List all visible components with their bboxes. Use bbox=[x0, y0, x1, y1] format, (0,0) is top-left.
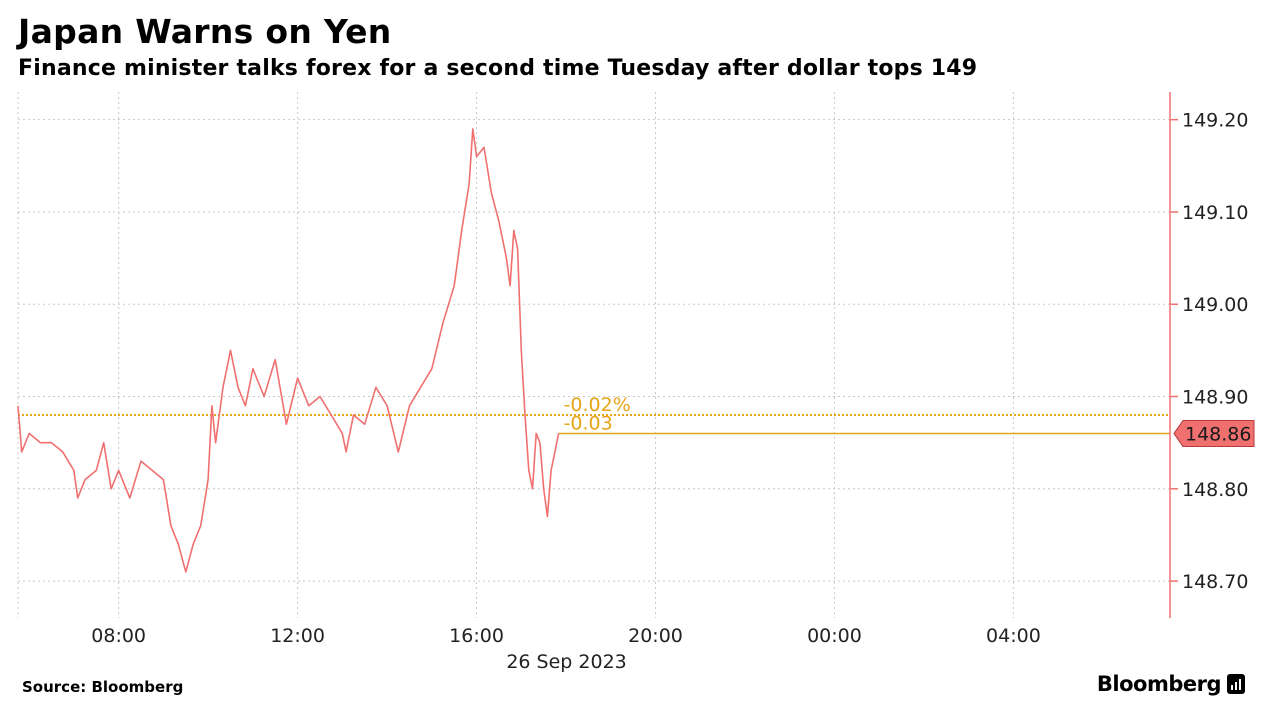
last-value-tag bbox=[1173, 419, 1255, 447]
chart-title: Japan Warns on Yen bbox=[18, 12, 392, 51]
x-tick-label: 20:00 bbox=[628, 625, 683, 647]
brand-name: Bloomberg bbox=[1096, 672, 1222, 696]
chart-subtitle: Finance minister talks forex for a secon… bbox=[18, 56, 978, 81]
y-tick-label: 149.20 bbox=[1182, 110, 1248, 132]
x-tick-label: 12:00 bbox=[270, 625, 325, 647]
terminal-icon bbox=[1227, 674, 1245, 694]
y-tick-label: 149.10 bbox=[1182, 202, 1248, 224]
labels: 148.70 148.80 148.90 149.00 149.10 149.20 08:0… bbox=[91, 110, 1255, 673]
x-tick-label: 04:00 bbox=[986, 625, 1041, 647]
grid-lines bbox=[17, 92, 1170, 618]
change-abs-label: -0.03 bbox=[564, 412, 613, 434]
y-tick-label: 148.90 bbox=[1182, 387, 1248, 409]
series-layer bbox=[17, 128, 560, 573]
change-pct-label: -0.02% bbox=[564, 394, 631, 416]
x-tick-label: 00:00 bbox=[807, 625, 862, 647]
series-line bbox=[17, 128, 560, 573]
y-tick-label: 149.00 bbox=[1182, 294, 1248, 316]
x-tick-label: 08:00 bbox=[91, 625, 146, 647]
date-label: 26 Sep 2023 bbox=[506, 651, 626, 673]
y-tick-label: 148.70 bbox=[1182, 571, 1248, 593]
reference-lines bbox=[18, 413, 1170, 435]
y-tick-label: 148.80 bbox=[1182, 479, 1248, 501]
last-value-label: 148.86 bbox=[1185, 423, 1251, 445]
brand-logo: Bloomberg bbox=[1097, 672, 1245, 696]
axes bbox=[1169, 92, 1178, 618]
x-tick-label: 16:00 bbox=[449, 625, 504, 647]
source-note: Source: Bloomberg bbox=[22, 678, 184, 696]
